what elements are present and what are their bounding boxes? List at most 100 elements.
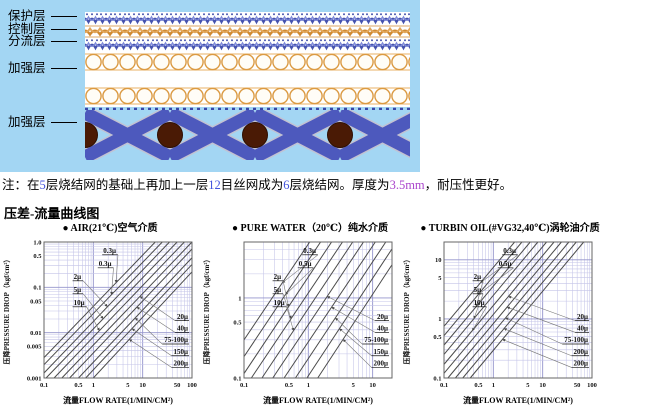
series-label: 5μ [74, 286, 82, 294]
y-axis-label: 压降PRESSURE DROP（kgf/cm²） [2, 256, 11, 365]
series-label: 20μ [177, 313, 188, 321]
y-tick-label: 0.1 [433, 375, 441, 382]
chart-1: ● AIR(21℃)空气介质 0.1 0.5 1 5 10 50 100 1.0 0.5 0.1 0.… [0, 222, 200, 406]
x-tick-label: 1 [492, 382, 495, 389]
chart-canvas: 0.1 0.5 1 5 10 50 100 1.0 0.5 0.1 0.05 0.01 0.005 0.0… [2, 239, 197, 389]
chart-canvas: 0.1 0.5 1 5 10 1 0.5 0.1 压降PRESSURE DROP（kgf/cm²… [202, 241, 393, 389]
series-label: 200μ [374, 360, 389, 368]
x-tick-label: 50 [574, 382, 581, 389]
layer-label-text: 保护层 [8, 9, 46, 23]
y-tick-label: 0.1 [33, 285, 41, 292]
series-label: 200μ [174, 360, 189, 368]
note-segment: 层烧结网。厚度为 [289, 178, 390, 192]
series-line [462, 241, 577, 379]
chart-title: ● TURBIN OIL(#VG32,40℃)涡轮油介质 [420, 223, 600, 234]
series-label: 0.3μ [303, 247, 316, 255]
series-line [443, 241, 515, 327]
section-title: 压差-流量曲线图 [4, 206, 100, 221]
y-tick-label: 1 [438, 316, 441, 323]
series-label: 0.3μ [103, 247, 116, 255]
chart-3: ● TURBIN OIL(#VG32,40℃)涡轮油介质 0.1 0.5 1 5 10 50… [400, 222, 600, 406]
control-layer-band [85, 25, 410, 38]
reinforcement-layer-band [85, 51, 410, 107]
note-segment: 注：在 [2, 178, 40, 192]
series-label: 10μ [274, 299, 285, 307]
series-label: 0.5μ [499, 260, 512, 268]
y-tick-label: 0.5 [33, 253, 42, 260]
y-tick-label: 0.001 [27, 375, 42, 382]
series-line [469, 241, 585, 379]
series-label: 10μ [474, 299, 485, 307]
x-tick-label: 10 [139, 382, 146, 389]
series-label: 200μ [574, 360, 589, 368]
x-tick-label: 5 [352, 382, 356, 389]
y-tick-label: 0.005 [27, 344, 42, 351]
series-line [243, 241, 311, 341]
series-label: 40μ [177, 325, 188, 333]
series-line [45, 241, 178, 379]
y-tick-label: 0.1 [233, 375, 241, 382]
protective-layer-band [85, 12, 410, 25]
series-line [261, 241, 354, 379]
series-line [443, 241, 555, 374]
diagram-labels: 保护层 控制层 分流层 加强层 加强层 [0, 0, 420, 172]
series-line [317, 264, 393, 379]
chart-canvas: 0.1 0.5 1 5 10 50 100 10 5 1 0.5 0.1 压降PRESSURE DROP… [402, 241, 597, 389]
series-line [250, 241, 343, 379]
series-label: 20μ [377, 313, 388, 321]
series-line [447, 241, 562, 379]
x-tick-label: 0.1 [440, 382, 448, 389]
series-label: 10μ [74, 299, 85, 307]
x-tick-label: 10 [539, 382, 546, 389]
y-axis-label: 压降PRESSURE DROP（kgf/cm²） [202, 256, 211, 365]
series-label: 75-100μ [564, 336, 588, 344]
y-tick-label: 1 [238, 295, 241, 302]
series-label: 40μ [577, 325, 588, 333]
series-line [306, 248, 393, 379]
series-line [443, 241, 531, 346]
series-line [272, 241, 364, 379]
label-dash [50, 28, 77, 30]
layer-label-5: 加强层 [8, 116, 77, 129]
series-label: 2μ [74, 273, 82, 281]
chart-title: ● AIR(21℃)空气介质 [62, 223, 158, 234]
coarse-reinforcement-layer-band [85, 107, 410, 160]
layer-diagram: 保护层 控制层 分流层 加强层 加强层 [0, 0, 420, 172]
series-label: 20μ [577, 313, 588, 321]
note-segment: 目丝网成为 [220, 178, 284, 192]
flow-distribution-layer-band [85, 38, 410, 51]
x-axis-label: 流量FLOW RATE(1/MIN/CM²) [63, 396, 173, 405]
y-tick-label: 0.5 [233, 319, 242, 326]
series-line [283, 241, 376, 379]
label-dash [50, 67, 77, 69]
note-segment: 层烧结网的基础上再加上一层 [45, 178, 209, 192]
x-tick-label: 0.5 [474, 382, 483, 389]
x-tick-label: 100 [587, 382, 597, 389]
charts-row: ● AIR(21℃)空气介质 0.1 0.5 1 5 10 50 100 1.0 0.5 0.1 0.… [0, 222, 600, 406]
y-tick-label: 0.05 [30, 298, 42, 305]
series-line [69, 248, 193, 379]
series-line [43, 241, 156, 358]
y-axis-label: 压降PRESSURE DROP（kgf/cm²） [402, 256, 411, 365]
layer-label-text: 分流层 [8, 34, 46, 48]
layer-label-text: 控制层 [8, 22, 46, 36]
y-tick-label: 5 [438, 275, 442, 282]
x-tick-label: 0.1 [40, 382, 48, 389]
x-tick-label: 0.5 [74, 382, 83, 389]
series-label: 150μ [174, 348, 189, 356]
layer-label-4: 加强层 [8, 62, 77, 75]
note-text: 注：在5层烧结网的基础上再加上一层12目丝网成为6层烧结网。厚度为3.5mm，耐… [2, 174, 662, 193]
series-line [443, 241, 539, 355]
series-line [53, 241, 185, 379]
series-line [61, 241, 193, 379]
x-tick-label: 0.5 [285, 382, 294, 389]
y-tick-label: 10 [435, 257, 442, 264]
note-segment: 6 [283, 178, 290, 192]
x-axis-label: 流量FLOW RATE(1/MIN/CM²) [463, 396, 573, 405]
label-dash [50, 121, 77, 123]
series-label: 2μ [474, 273, 482, 281]
chart-title: ● PURE WATER（20℃）纯水介质 [232, 223, 388, 234]
label-dash [50, 40, 77, 42]
x-tick-label: 10 [369, 382, 376, 389]
series-line [43, 241, 170, 374]
